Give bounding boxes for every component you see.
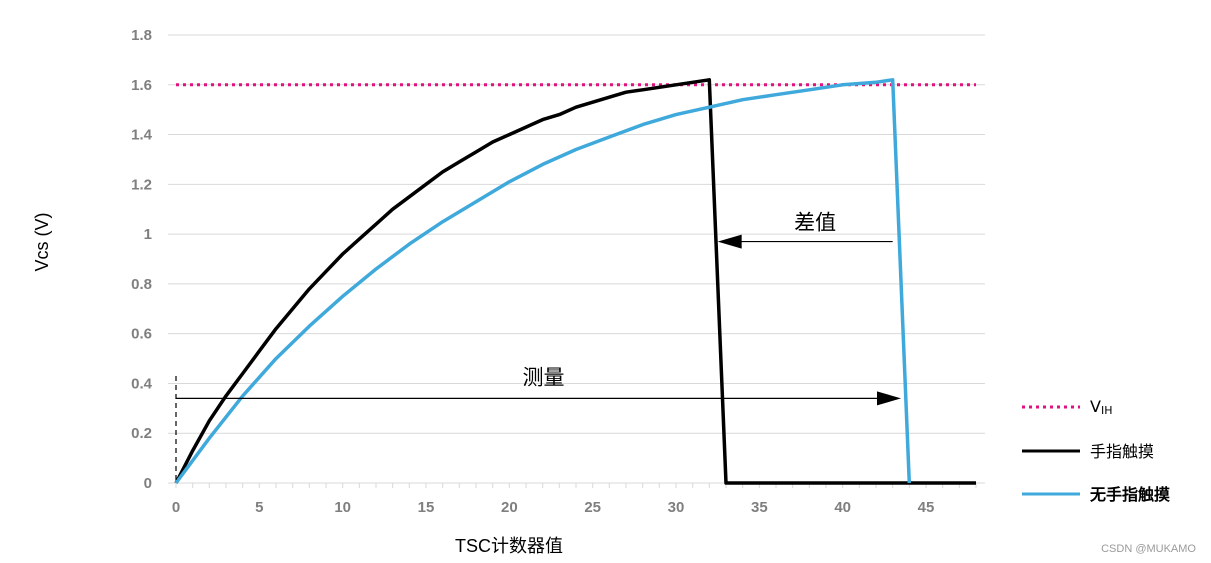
series-finger-touch-line xyxy=(174,78,976,485)
series-lines xyxy=(174,78,976,485)
watermark: CSDN @MUKAMO xyxy=(1101,543,1196,555)
x-tick-label: 25 xyxy=(584,499,601,516)
y-tick-label: 0.4 xyxy=(131,375,153,392)
x-tick-label: 5 xyxy=(255,499,263,516)
y-tick-label: 1.4 xyxy=(131,127,153,144)
x-tick-label: 20 xyxy=(501,499,518,516)
y-tick-label: 0 xyxy=(144,475,152,492)
difference-label: 差值 xyxy=(794,211,836,235)
y-tick-labels: 0 0.2 0.4 0.6 0.8 1 1.2 1.4 1.6 1.8 xyxy=(131,27,153,492)
legend-label-finger-touch: 手指触摸 xyxy=(1090,442,1154,461)
y-tick-label: 1 xyxy=(144,226,152,243)
measure-arrow-head xyxy=(877,391,901,406)
legend-label-vih: VIH xyxy=(1090,397,1112,417)
x-tick-label: 15 xyxy=(418,499,435,516)
x-tick-label: 30 xyxy=(668,499,685,516)
x-tick-label: 45 xyxy=(918,499,935,516)
series-no-finger-touch-line xyxy=(174,78,912,485)
x-tick-label: 40 xyxy=(834,499,851,516)
measure-label: 测量 xyxy=(523,365,565,389)
y-tick-label: 1.6 xyxy=(131,77,152,94)
y-tick-label: 1.2 xyxy=(131,176,152,193)
x-tick-label: 0 xyxy=(172,499,180,516)
x-axis-title: TSC计数器值 xyxy=(455,536,563,556)
x-tick-label: 10 xyxy=(334,499,351,516)
y-tick-label: 0.6 xyxy=(131,326,152,343)
y-tick-label: 0.2 xyxy=(131,425,152,442)
legend-label-no-finger-touch: 无手指触摸 xyxy=(1089,485,1170,504)
y-tick-label: 1.8 xyxy=(131,27,152,44)
legend: VIH 手指触摸 无手指触摸 xyxy=(1022,397,1170,504)
y-axis-title: Vcs (V) xyxy=(32,212,52,271)
difference-arrow-head xyxy=(717,234,742,249)
x-tick-labels: 0 5 10 15 20 25 30 35 40 45 xyxy=(172,499,935,516)
gridlines xyxy=(168,34,985,488)
x-tick-label: 35 xyxy=(751,499,768,516)
y-tick-label: 0.8 xyxy=(131,276,152,293)
